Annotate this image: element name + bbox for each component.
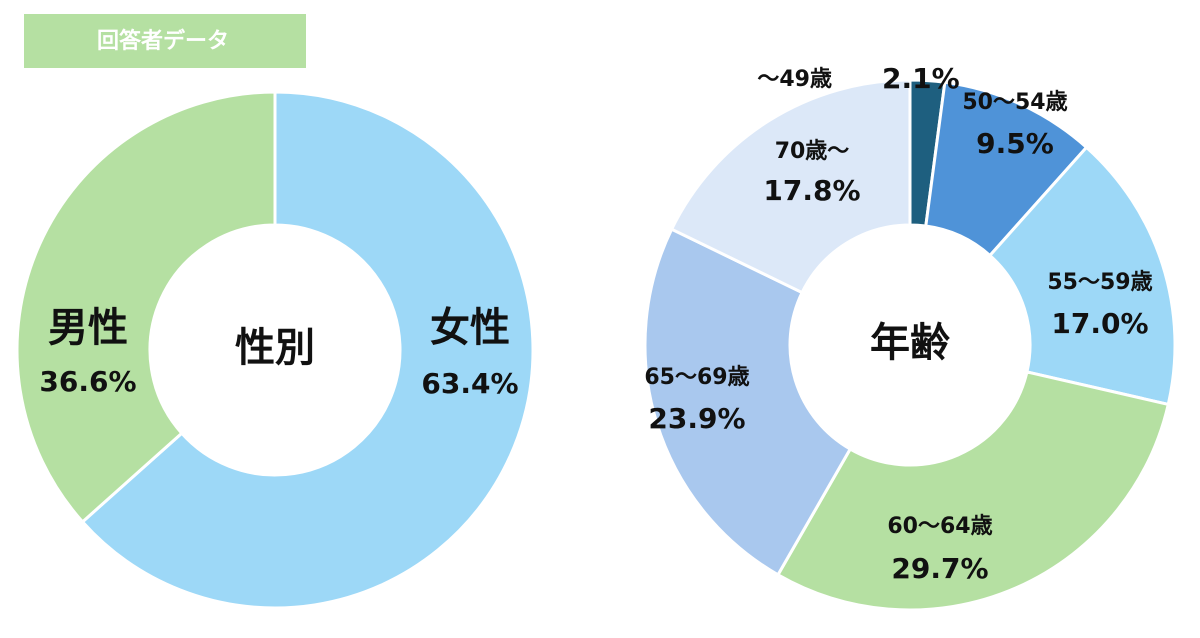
value-label: 2.1% bbox=[882, 62, 960, 95]
header-label: 回答者データ bbox=[97, 28, 229, 54]
donut-slice bbox=[643, 227, 853, 577]
donut-slice bbox=[80, 90, 535, 610]
slice-label: 65～69歳 bbox=[644, 365, 749, 390]
value-label: 9.5% bbox=[976, 127, 1054, 160]
value-label: 29.7% bbox=[891, 552, 988, 585]
value-label: 23.9% bbox=[648, 402, 745, 435]
value-label: 17.0% bbox=[1051, 307, 1148, 340]
value-label: 63.4% bbox=[421, 367, 518, 400]
donut-slice bbox=[775, 370, 1171, 612]
slice-label: ～49歳 bbox=[757, 67, 832, 92]
center-label: 性別 bbox=[235, 325, 315, 371]
slice-label: 50～54歳 bbox=[962, 90, 1067, 115]
value-label: 17.8% bbox=[763, 174, 860, 207]
slice-label: 女性 bbox=[430, 305, 510, 351]
donut-slice bbox=[987, 145, 1177, 407]
slice-label: 60～64歳 bbox=[887, 514, 992, 539]
header-badge bbox=[24, 14, 306, 68]
donut-slice bbox=[15, 90, 277, 524]
slice-label: 男性 bbox=[48, 305, 128, 351]
slice-label: 70歳～ bbox=[775, 139, 850, 164]
center-label: 年齢 bbox=[870, 320, 950, 366]
value-label: 36.6% bbox=[39, 365, 136, 398]
slice-label: 55～59歳 bbox=[1047, 270, 1152, 295]
donut-slice bbox=[669, 78, 912, 295]
